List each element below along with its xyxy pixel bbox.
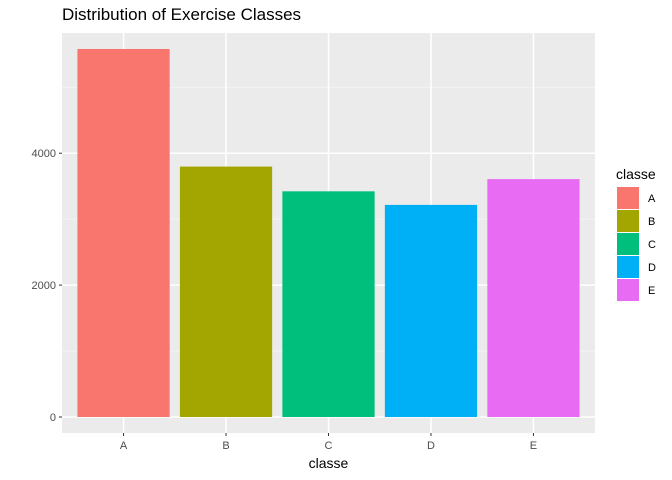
legend-label: C: [648, 239, 656, 251]
y-tick-label: 0: [50, 412, 56, 424]
x-tick-label: D: [427, 440, 435, 452]
y-tick-label: 4000: [32, 148, 56, 160]
y-tick-label: 2000: [32, 280, 56, 292]
x-axis-ticks: A B C D E: [120, 433, 537, 452]
legend-label: B: [648, 216, 655, 228]
bar-c: [282, 191, 375, 417]
x-tick-label: E: [530, 440, 537, 452]
x-tick-label: A: [120, 440, 128, 452]
legend-label: D: [648, 262, 656, 274]
x-axis-title: classe: [309, 455, 349, 471]
legend-label: A: [648, 193, 656, 205]
legend-title: classe: [616, 166, 656, 182]
y-axis-ticks: 0 2000 4000: [32, 148, 62, 424]
bar-e: [487, 179, 580, 417]
legend-label: E: [648, 285, 655, 297]
bar-a: [77, 48, 170, 418]
x-tick-label: B: [222, 440, 229, 452]
legend-key-e: [617, 279, 639, 301]
chart-title: Distribution of Exercise Classes: [62, 5, 301, 24]
x-tick-label: C: [325, 440, 333, 452]
bars: [77, 48, 580, 418]
legend-key-c: [617, 233, 639, 255]
legend-key-a: [617, 187, 639, 209]
legend-key-d: [617, 256, 639, 278]
legend-key-b: [617, 210, 639, 232]
bar-b: [179, 166, 273, 417]
bar-d: [384, 204, 478, 417]
